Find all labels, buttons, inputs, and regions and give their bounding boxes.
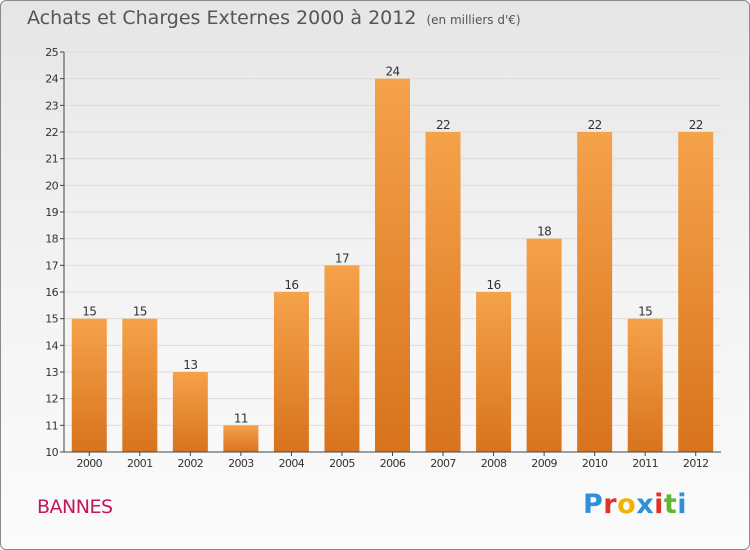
- y-tick-label: 11: [45, 419, 58, 432]
- x-tick-label: 2000: [76, 457, 102, 470]
- y-tick-label: 20: [45, 179, 58, 192]
- data-label: 24: [385, 65, 399, 79]
- logo-letter: r: [603, 489, 618, 520]
- x-tick-label: 2009: [531, 457, 557, 470]
- bar: [678, 132, 714, 452]
- x-tick-label: 2007: [430, 457, 456, 470]
- data-label: 16: [487, 278, 501, 292]
- x-tick-label: 2003: [228, 457, 254, 470]
- data-label: 22: [436, 118, 450, 132]
- logo-letter: P: [583, 489, 604, 520]
- logo-letter: i: [654, 489, 664, 520]
- data-label: 22: [689, 118, 703, 132]
- labels: 2000 15 2001 15 2002 13 2003 11 2004 16 2005 17 2006…: [76, 65, 709, 470]
- x-tick-label: 2011: [632, 457, 658, 470]
- chart-unit: (en milliers d'€): [426, 13, 521, 27]
- data-label: 22: [588, 118, 602, 132]
- data-label: 18: [537, 225, 551, 239]
- x-tick-label: 2004: [279, 457, 305, 470]
- bar: [122, 318, 158, 452]
- y-tick-label: 13: [45, 366, 58, 379]
- x-tick-label: 2005: [329, 457, 355, 470]
- y-tick-label: 18: [45, 233, 58, 246]
- bars: [71, 78, 714, 453]
- logo-letter: x: [636, 489, 655, 520]
- y-tick-label: 14: [45, 339, 58, 352]
- bar: [577, 132, 613, 452]
- x-tick-label: 2010: [582, 457, 608, 470]
- bar: [526, 238, 562, 452]
- proxiti-logo: Proxiti: [583, 489, 687, 520]
- bar: [425, 132, 461, 452]
- data-label: 16: [284, 278, 298, 292]
- axes: 10 11 12 13 14 15 16 17 18 19 20 21 22 23 24 25: [45, 46, 721, 459]
- x-tick-label: 2001: [127, 457, 153, 470]
- y-tick-label: 23: [45, 99, 58, 112]
- x-tick-label: 2012: [683, 457, 709, 470]
- logo-letter: i: [677, 489, 688, 520]
- x-tick-label: 2008: [481, 457, 507, 470]
- chart-title-text: Achats et Charges Externes 2000 à 2012: [27, 7, 417, 29]
- logo-letter: o: [617, 489, 637, 520]
- y-tick-label: 10: [45, 446, 58, 459]
- bar: [71, 318, 107, 452]
- bar: [223, 425, 259, 452]
- y-tick-label: 16: [45, 286, 58, 299]
- data-label: 15: [638, 305, 652, 319]
- commune-name: BANNES: [37, 496, 113, 518]
- data-label: 17: [335, 251, 349, 265]
- y-tick-label: 25: [45, 46, 58, 59]
- x-tick-label: 2002: [178, 457, 204, 470]
- y-tick-label: 12: [45, 393, 58, 406]
- bar: [375, 78, 410, 453]
- data-label: 15: [82, 305, 96, 319]
- data-label: 13: [183, 358, 197, 372]
- x-tick-label: 2006: [380, 457, 406, 470]
- y-tick-label: 22: [45, 126, 58, 139]
- logo-letter: t: [663, 489, 678, 520]
- data-label: 15: [133, 305, 147, 319]
- bar: [476, 292, 512, 452]
- bar: [627, 318, 663, 452]
- data-label: 11: [234, 411, 248, 425]
- y-tick-label: 19: [45, 206, 58, 219]
- y-tick-label: 15: [45, 313, 58, 326]
- chart-title: Achats et Charges Externes 2000 à 2012 (e…: [27, 7, 521, 29]
- y-tick-label: 21: [45, 153, 58, 166]
- bar: [172, 372, 208, 452]
- bar: [324, 265, 360, 452]
- y-tick-label: 17: [45, 259, 58, 272]
- bar: [273, 292, 309, 452]
- y-tick-label: 24: [45, 73, 58, 86]
